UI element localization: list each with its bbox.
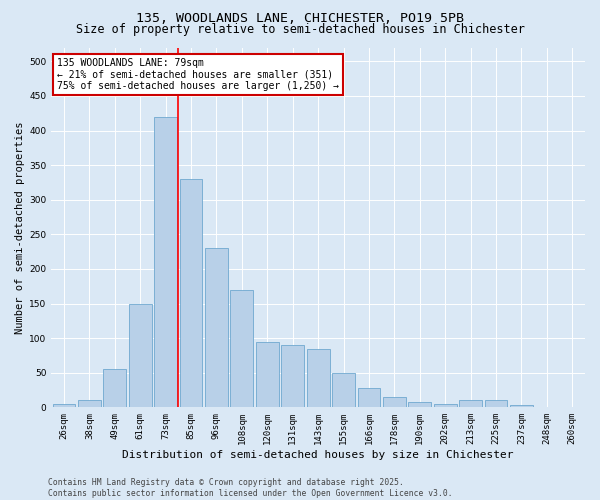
Bar xyxy=(256,342,279,407)
Bar xyxy=(459,400,482,407)
Bar xyxy=(510,406,533,407)
Bar xyxy=(561,406,584,408)
Text: Contains HM Land Registry data © Crown copyright and database right 2025.
Contai: Contains HM Land Registry data © Crown c… xyxy=(48,478,452,498)
Bar xyxy=(230,290,253,408)
Bar xyxy=(383,397,406,407)
Bar xyxy=(409,402,431,407)
Bar xyxy=(129,304,152,408)
Bar xyxy=(103,370,126,408)
Bar xyxy=(281,345,304,408)
Text: 135, WOODLANDS LANE, CHICHESTER, PO19 5PB: 135, WOODLANDS LANE, CHICHESTER, PO19 5P… xyxy=(136,12,464,26)
Bar xyxy=(358,388,380,407)
Text: 135 WOODLANDS LANE: 79sqm
← 21% of semi-detached houses are smaller (351)
75% of: 135 WOODLANDS LANE: 79sqm ← 21% of semi-… xyxy=(56,58,338,92)
Y-axis label: Number of semi-detached properties: Number of semi-detached properties xyxy=(15,121,25,334)
Bar xyxy=(434,404,457,407)
Bar xyxy=(485,400,508,407)
Bar xyxy=(307,348,329,408)
Text: Size of property relative to semi-detached houses in Chichester: Size of property relative to semi-detach… xyxy=(76,22,524,36)
Bar xyxy=(535,406,559,408)
Bar xyxy=(205,248,228,408)
Bar xyxy=(53,404,76,407)
X-axis label: Distribution of semi-detached houses by size in Chichester: Distribution of semi-detached houses by … xyxy=(122,450,514,460)
Bar xyxy=(179,179,202,408)
Bar xyxy=(332,372,355,408)
Bar xyxy=(154,116,177,408)
Bar xyxy=(78,400,101,407)
